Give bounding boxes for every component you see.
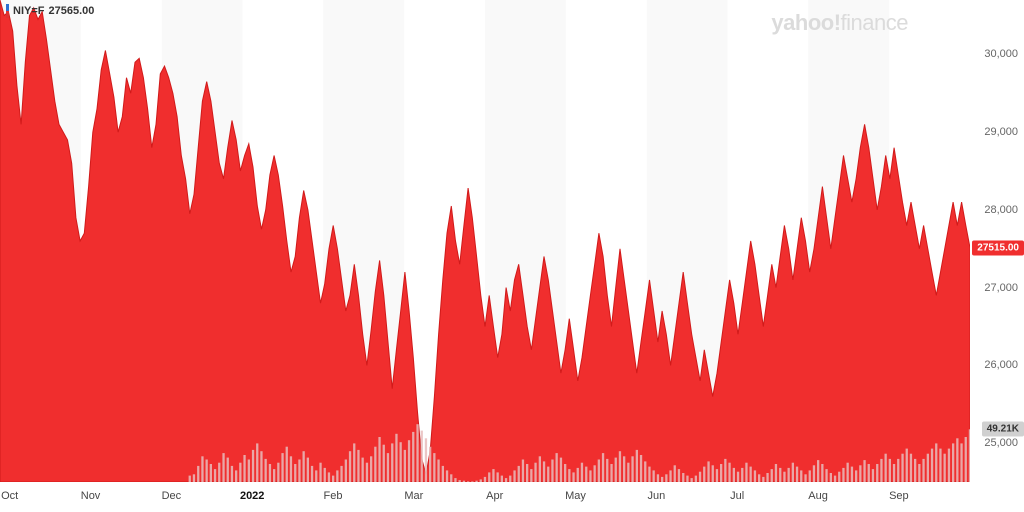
x-tick-label: Mar — [404, 490, 423, 502]
x-tick-label: Nov — [81, 490, 101, 502]
y-tick-label: 30,000 — [984, 48, 1018, 60]
x-tick-label: Feb — [324, 490, 343, 502]
ticker-label[interactable]: NIY=F 27565.00 — [6, 4, 94, 18]
y-tick-label: 29,000 — [984, 126, 1018, 138]
ticker-flag-icon — [6, 4, 9, 18]
x-tick-label: Aug — [808, 490, 828, 502]
volume-bars — [0, 0, 970, 482]
volume-tag: 49.21K — [982, 422, 1024, 437]
y-tick-label: 27,000 — [984, 282, 1018, 294]
watermark-suffix: finance — [841, 10, 908, 35]
ticker-price: 27565.00 — [48, 5, 94, 17]
ticker-symbol: NIY=F — [13, 5, 44, 17]
y-tick-label: 25,000 — [984, 437, 1018, 449]
x-tick-label: Dec — [162, 490, 182, 502]
x-tick-label: Oct — [1, 490, 18, 502]
x-axis: Oct Nov Dec 2022 Feb Mar Apr May Jun Jul Aug Sep — [0, 482, 970, 512]
watermark-prefix: yahoo! — [771, 10, 840, 35]
x-tick-label: Jun — [647, 490, 665, 502]
stock-chart: NIY=F 27565.00 yahoo!finance 25,000 26,00… — [0, 0, 1024, 512]
plot-area[interactable]: NIY=F 27565.00 yahoo!finance — [0, 0, 970, 482]
y-tick-label: 28,000 — [984, 204, 1018, 216]
y-tick-label: 26,000 — [984, 359, 1018, 371]
x-tick-label: Apr — [486, 490, 503, 502]
x-tick-label: Sep — [889, 490, 909, 502]
x-tick-label: May — [565, 490, 586, 502]
x-tick-label: Jul — [730, 490, 744, 502]
yahoo-finance-watermark: yahoo!finance — [771, 10, 908, 36]
x-tick-label: 2022 — [240, 490, 264, 502]
current-price-tag: 27515.00 — [972, 240, 1024, 255]
